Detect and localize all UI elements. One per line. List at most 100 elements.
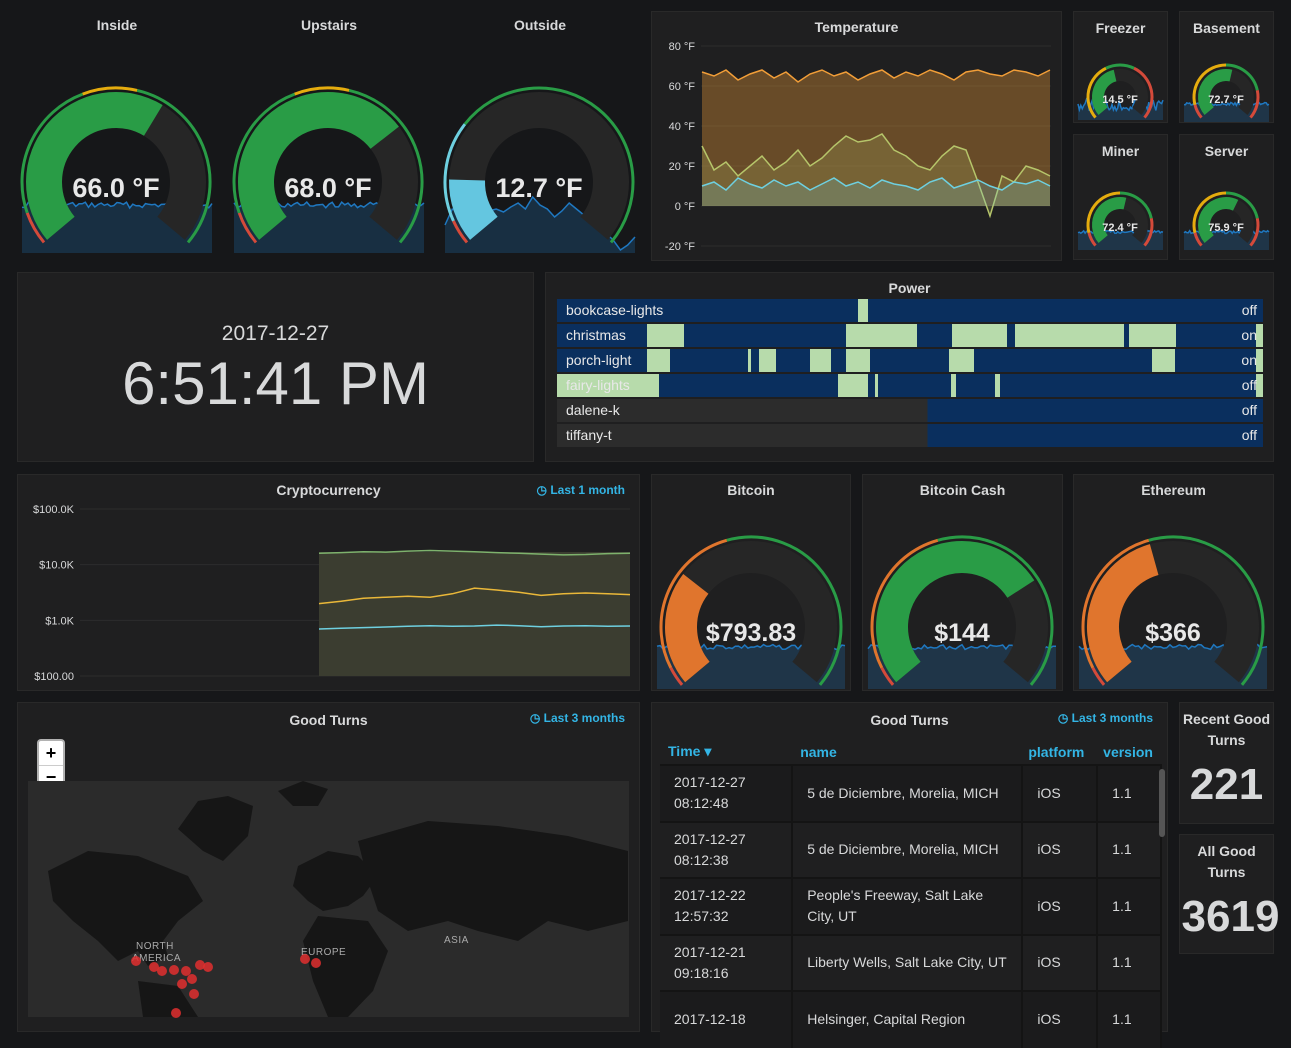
- gauge-panel-upstairs[interactable]: Upstairs 68.0 °F: [224, 0, 434, 258]
- temperature-chart[interactable]: 80 °F 60 °F 40 °F 20 °F 0 °F -20 °F: [652, 12, 1061, 260]
- gauge-panel-ethereum[interactable]: Ethereum $366: [1073, 474, 1274, 691]
- table-cell-time: 2017-12-27 08:12:38: [660, 820, 794, 878]
- gauge-threshold: [1249, 90, 1260, 119]
- table-cell-platform: iOS: [1022, 990, 1099, 1048]
- map-marker[interactable]: [300, 954, 310, 964]
- gauge-title: Outside: [513, 17, 567, 33]
- gauge-threshold: [1225, 63, 1259, 91]
- map-marker[interactable]: [177, 979, 187, 989]
- table-row[interactable]: 2017-12-18 Helsinger, Capital Region iOS 1.…: [660, 990, 1162, 1048]
- europe-shape: [293, 851, 378, 911]
- gauge-threshold: [1148, 535, 1265, 686]
- gauge-panel-outside[interactable]: Outside 12.7 °F: [435, 0, 645, 258]
- power-row[interactable]: dalene-k off: [557, 399, 1263, 422]
- zoom-out-button[interactable]: −: [45, 767, 57, 787]
- gauge-threshold: [726, 535, 843, 686]
- power-timeline[interactable]: bookcase-lights off christmas on porch-light…: [557, 299, 1263, 449]
- map-marker[interactable]: [187, 974, 197, 984]
- map-marker[interactable]: [189, 989, 199, 999]
- gauge-threshold: [232, 92, 296, 214]
- gauge-title: Basement: [1193, 20, 1260, 36]
- table-scrollbar[interactable]: [1159, 769, 1165, 837]
- cell-version: 1.1: [1112, 1011, 1132, 1028]
- map-marker[interactable]: [311, 958, 321, 968]
- world-map[interactable]: [28, 781, 629, 1017]
- gauge-threshold: [452, 220, 469, 244]
- power-row[interactable]: porch-light on: [557, 349, 1263, 372]
- gauge-threshold: [880, 667, 895, 686]
- cell-version: 1.1: [1112, 897, 1132, 914]
- column-header-platform[interactable]: platform: [1028, 743, 1085, 760]
- good-turns-table-panel[interactable]: Good Turns ◷ Last 3 months Time ▾ name p…: [651, 702, 1168, 1048]
- cell-platform: iOS: [1037, 954, 1061, 971]
- gauge-chart: 72.4 °F: [1077, 191, 1164, 250]
- clock-date: 2017-12-27: [221, 322, 330, 345]
- power-on-segment: [846, 324, 918, 347]
- y-tick-label: -20 °F: [665, 241, 695, 253]
- zoom-in-button[interactable]: +: [39, 741, 63, 766]
- gauge-threshold: [870, 538, 939, 669]
- series-line: [701, 69, 1051, 83]
- map-marker[interactable]: [157, 966, 167, 976]
- table-row[interactable]: 2017-12-22 12:57:32 People's Freeway, Salt…: [660, 877, 1162, 935]
- power-on-segment: [846, 349, 871, 372]
- map-panel[interactable]: Good Turns ◷ Last 3 months + − NORTH AMER…: [17, 702, 640, 1032]
- recent-good-turns-panel[interactable]: Recent Good Turns 221: [1179, 702, 1274, 824]
- power-row[interactable]: bookcase-lights off: [557, 299, 1263, 322]
- gauge-chart: 66.0 °F: [20, 86, 213, 253]
- table-cell-version: 1.1: [1097, 877, 1162, 935]
- map-marker[interactable]: [203, 962, 213, 972]
- crypto-chart[interactable]: $100.0K $10.0K $1.0K $100.00: [18, 475, 639, 690]
- gauge-title: Bitcoin: [727, 482, 775, 498]
- map-marker[interactable]: [131, 956, 141, 966]
- gauge-panel-miner[interactable]: Miner 72.4 °F: [1073, 134, 1168, 260]
- gauge-panel-inside[interactable]: Inside 66.0 °F: [12, 0, 222, 258]
- table-row[interactable]: 2017-12-27 08:12:48 5 de Diciembre, Moreli…: [660, 764, 1162, 822]
- table-cell-platform: iOS: [1022, 877, 1099, 935]
- gauge-panel-bitcoin[interactable]: Bitcoin $793.83: [651, 474, 851, 691]
- power-on-segment: [809, 349, 831, 372]
- table-cell-version: 1.1: [1097, 764, 1162, 822]
- table-row[interactable]: 2017-12-21 09:18:16 Liberty Wells, Salt La…: [660, 933, 1162, 991]
- map-marker[interactable]: [171, 1008, 181, 1018]
- gauge-threshold: [463, 86, 635, 244]
- power-row[interactable]: christmas on: [557, 324, 1263, 347]
- gauge-panel-basement[interactable]: Basement 72.7 °F: [1179, 11, 1274, 123]
- clock-time: 6:51:41 PM: [122, 350, 429, 417]
- all-good-turns-panel[interactable]: All Good Turns 3619: [1179, 834, 1279, 954]
- map-marker[interactable]: [169, 965, 179, 975]
- gauge-threshold: [937, 535, 1054, 686]
- crypto-panel[interactable]: Cryptocurrency ◷ Last 1 month $100.0K $10…: [17, 474, 640, 691]
- power-on-segment: [1255, 374, 1263, 397]
- column-header-name[interactable]: name: [800, 743, 837, 760]
- gauge-threshold: [1086, 191, 1121, 234]
- map-marker[interactable]: [181, 966, 191, 976]
- panel-title: Cryptocurrency: [276, 482, 381, 498]
- gauge-panel-bitcoin-cash[interactable]: Bitcoin Cash $144: [862, 474, 1063, 691]
- power-row[interactable]: fairy-lights off: [557, 374, 1263, 397]
- temperature-panel[interactable]: Temperature 80 °F 60 °F 40 °F 20 °F 0 °F -20 …: [651, 11, 1062, 261]
- north-america-shape: [48, 851, 203, 966]
- column-header-time[interactable]: Time ▾: [668, 743, 712, 759]
- map-marker[interactable]: [195, 960, 205, 970]
- gauge-panel-server[interactable]: Server 75.9 °F: [1179, 134, 1274, 260]
- table-cell-name: 5 de Diciembre, Morelia, MICH: [792, 764, 1024, 822]
- africa-shape: [303, 916, 388, 1017]
- y-tick-label: $100.00: [34, 671, 74, 683]
- time-range-info[interactable]: ◷ Last 3 months: [1057, 711, 1153, 725]
- gauge-threshold: [1193, 104, 1203, 119]
- power-on-segment: [646, 349, 670, 372]
- time-range-info[interactable]: ◷ Last 3 months: [529, 711, 625, 725]
- series-area: [702, 70, 1050, 206]
- cell-date: 2017-12-18: [674, 1011, 746, 1028]
- gauge-panel-freezer[interactable]: Freezer 14.5 °F: [1073, 11, 1168, 123]
- table-row[interactable]: 2017-12-27 08:12:38 5 de Diciembre, Moreli…: [660, 820, 1162, 878]
- column-header-version[interactable]: version: [1103, 743, 1153, 760]
- series-line: [701, 177, 1051, 191]
- map-marker[interactable]: [149, 962, 159, 972]
- power-row[interactable]: tiffany-t off: [557, 424, 1263, 447]
- power-panel[interactable]: Power bookcase-lights off christmas on porch…: [545, 272, 1274, 462]
- power-on-segment: [1152, 349, 1176, 372]
- gauge-value: $366: [1145, 619, 1201, 647]
- time-range-info[interactable]: ◷ Last 1 month: [536, 483, 625, 497]
